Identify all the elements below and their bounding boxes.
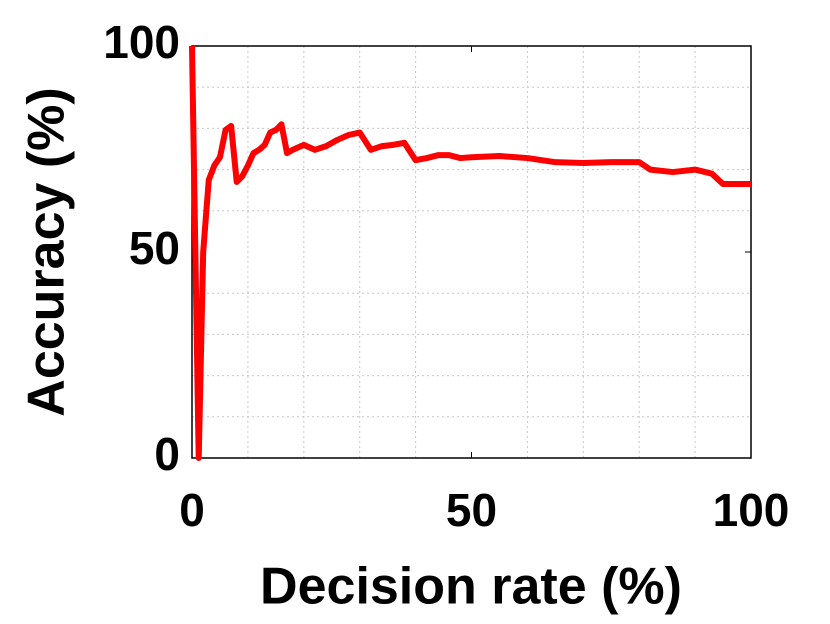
y-tick-label: 100	[103, 16, 180, 68]
x-axis-title: Decision rate (%)	[260, 558, 682, 616]
y-tick-label: 0	[154, 428, 180, 480]
data-line	[189, 45, 751, 461]
x-tick-label: 100	[713, 484, 790, 536]
x-tick-label: 0	[179, 484, 205, 536]
x-tick-label: 50	[446, 484, 497, 536]
y-tick-label: 50	[129, 222, 180, 274]
y-axis-title: Accuracy (%)	[18, 87, 76, 416]
plot-frame	[191, 45, 752, 459]
